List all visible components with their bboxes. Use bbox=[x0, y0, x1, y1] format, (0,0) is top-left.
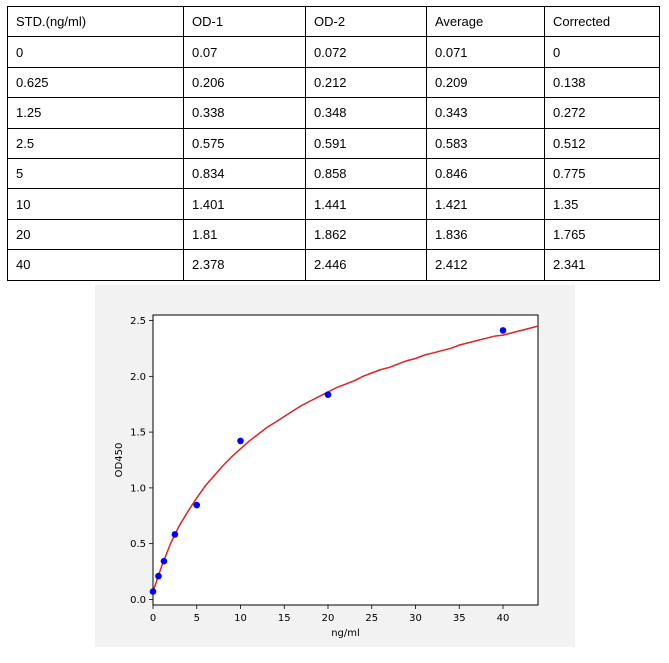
data-point bbox=[324, 391, 332, 398]
table-cell: 0 bbox=[544, 36, 660, 68]
table-cell: 1.401 bbox=[183, 188, 306, 220]
table-cell: 0.583 bbox=[426, 127, 545, 159]
table-cell: 40 bbox=[7, 249, 184, 281]
data-point bbox=[193, 501, 201, 509]
x-tick-label: 40 bbox=[497, 613, 510, 624]
y-tick-label: 2.0 bbox=[130, 372, 146, 383]
fit-curve bbox=[152, 325, 539, 592]
table-cell: 0.338 bbox=[183, 97, 306, 129]
table-cell: 0.858 bbox=[305, 157, 427, 190]
table-cell: 0.512 bbox=[544, 127, 660, 159]
table-row: 40 2.378 2.446 2.412 2.341 bbox=[7, 249, 660, 281]
x-tick-label: 20 bbox=[322, 613, 335, 624]
data-point bbox=[149, 588, 157, 595]
table-row: 1.25 0.338 0.348 0.343 0.272 bbox=[7, 97, 660, 129]
table-cell: 2.412 bbox=[426, 249, 545, 281]
column-header: OD-2 bbox=[305, 5, 427, 38]
y-axis-label: OD450 bbox=[114, 443, 125, 478]
table-cell: 0.206 bbox=[183, 66, 306, 99]
data-point bbox=[499, 327, 507, 334]
table-cell: 0 bbox=[7, 36, 184, 68]
table-cell: 1.862 bbox=[305, 218, 427, 251]
table-cell: 1.25 bbox=[7, 97, 184, 129]
x-tick-label: 30 bbox=[409, 613, 422, 624]
table-cell: 0.209 bbox=[426, 66, 545, 99]
table-cell: 0.591 bbox=[305, 127, 427, 159]
x-tick-label: 25 bbox=[365, 613, 378, 624]
table-cell: 0.846 bbox=[426, 157, 545, 190]
data-point bbox=[155, 572, 162, 580]
column-header: Average bbox=[426, 5, 545, 38]
table-cell: 1.441 bbox=[305, 188, 427, 220]
table-row: 10 1.401 1.441 1.421 1.35 bbox=[7, 188, 660, 220]
table-cell: 2.446 bbox=[305, 249, 427, 281]
standard-curve-chart: 0 5 10 15 20 25 30 35 40 0.0 0.5 1.0 1.5 2.0 2.5 ng/ml… bbox=[114, 314, 539, 639]
table-row: 0.625 0.206 0.212 0.209 0.138 bbox=[7, 66, 660, 99]
x-axis-label: ng/ml bbox=[331, 628, 360, 639]
x-tick-label: 0 bbox=[150, 613, 156, 624]
table-cell: 1.35 bbox=[544, 188, 660, 220]
x-tick-label: 10 bbox=[234, 613, 247, 624]
chart-panel: 0 5 10 15 20 25 30 35 40 0.0 0.5 1.0 1.5 2.0 2.5 ng/ml… bbox=[95, 285, 575, 647]
data-point bbox=[237, 437, 244, 445]
y-tick-label: 0.0 bbox=[130, 595, 146, 606]
x-tick-label: 35 bbox=[453, 613, 466, 624]
table-cell: 1.81 bbox=[183, 218, 306, 251]
x-tick-label: 15 bbox=[278, 613, 291, 624]
y-tick-label: 1.0 bbox=[130, 483, 146, 494]
table-cell: 2.341 bbox=[544, 249, 660, 281]
table-cell: 0.575 bbox=[183, 127, 306, 159]
y-tick-label: 2.5 bbox=[130, 316, 146, 327]
table-row: 5 0.834 0.858 0.846 0.775 bbox=[7, 157, 660, 190]
table-cell: 10 bbox=[7, 188, 184, 220]
table-cell: 2.378 bbox=[183, 249, 306, 281]
table-cell: 1.836 bbox=[426, 218, 545, 251]
table-cell: 20 bbox=[7, 218, 184, 251]
table-cell: 0.834 bbox=[183, 157, 306, 190]
table-cell: 0.272 bbox=[544, 97, 660, 129]
x-tick-label: 5 bbox=[194, 613, 200, 624]
table-row: 2.5 0.575 0.591 0.583 0.512 bbox=[7, 127, 660, 159]
table-cell: 1.765 bbox=[544, 218, 660, 251]
column-header: OD-1 bbox=[183, 5, 306, 38]
table-cell: 0.348 bbox=[305, 97, 427, 129]
table-header-row: STD.(ng/ml) OD-1 OD-2 Average Corrected bbox=[7, 5, 660, 38]
table-cell: 0.625 bbox=[7, 66, 184, 99]
column-header: Corrected bbox=[544, 5, 660, 38]
table-cell: 0.071 bbox=[426, 36, 545, 68]
table-cell: 0.072 bbox=[305, 36, 427, 68]
table-cell: 0.138 bbox=[544, 66, 660, 99]
table-cell: 0.343 bbox=[426, 97, 545, 129]
standard-curve-table: STD.(ng/ml) OD-1 OD-2 Average Corrected 0 0.0… bbox=[7, 5, 660, 281]
table-cell: 1.421 bbox=[426, 188, 545, 220]
y-tick-label: 0.5 bbox=[130, 539, 146, 550]
plot-frame bbox=[152, 314, 539, 606]
data-point bbox=[160, 557, 168, 565]
table-cell: 0.212 bbox=[305, 66, 427, 99]
data-points bbox=[149, 327, 507, 595]
column-header: STD.(ng/ml) bbox=[7, 5, 184, 38]
table-row: 20 1.81 1.862 1.836 1.765 bbox=[7, 218, 660, 251]
table-cell: 5 bbox=[7, 157, 184, 190]
table-cell: 0.07 bbox=[183, 36, 306, 68]
y-tick-label: 1.5 bbox=[130, 428, 146, 439]
table-cell: 0.775 bbox=[544, 157, 660, 190]
table-cell: 2.5 bbox=[7, 127, 184, 159]
table-row: 0 0.07 0.072 0.071 0 bbox=[7, 36, 660, 68]
axis-ticks: 0 5 10 15 20 25 30 35 40 0.0 0.5 1.0 1.5 2.0 2.5 bbox=[130, 316, 509, 624]
data-point bbox=[171, 531, 179, 538]
